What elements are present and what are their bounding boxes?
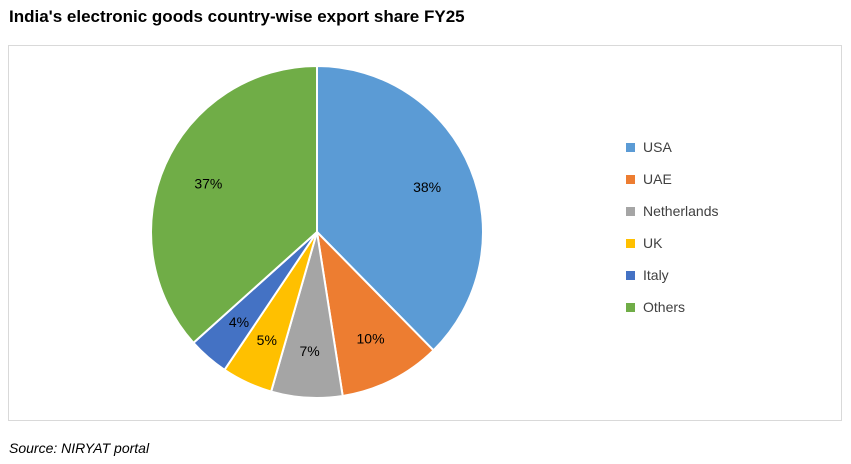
chart-title: India's electronic goods country-wise ex… [9, 7, 465, 26]
legend-swatch [626, 270, 635, 280]
data-label-others: 37% [194, 175, 222, 191]
legend-label: Others [643, 299, 686, 315]
legend-label: Italy [643, 267, 669, 283]
legend-item-netherlands: Netherlands [626, 195, 719, 227]
data-label-uae: 10% [357, 330, 385, 346]
data-label-italy: 4% [229, 314, 249, 330]
legend-swatch [626, 174, 635, 184]
legend-label: UK [643, 235, 663, 251]
legend: USA UAE Netherlands UK Italy Others [626, 131, 719, 323]
pie-slice-usa [316, 65, 484, 352]
legend-item-others: Others [626, 291, 719, 323]
pie-slice-others [150, 65, 318, 344]
legend-item-uae: UAE [626, 163, 719, 195]
pie-slices [150, 65, 484, 399]
pie-data-labels: 38% 10% 7% 5% 4% 37% [194, 175, 441, 358]
legend-swatch [626, 302, 635, 312]
legend-label: UAE [643, 171, 672, 187]
legend-swatch [626, 238, 635, 248]
pie-slice-uae [316, 231, 435, 397]
data-label-uk: 5% [257, 332, 277, 348]
legend-item-usa: USA [626, 131, 719, 163]
data-label-netherlands: 7% [299, 343, 319, 359]
source-note: Source: NIRYAT portal [9, 440, 150, 456]
legend-item-italy: Italy [626, 259, 719, 291]
data-label-usa: 38% [413, 179, 441, 195]
legend-swatch [626, 142, 635, 152]
legend-label: USA [643, 139, 672, 155]
legend-item-uk: UK [626, 227, 719, 259]
legend-swatch [626, 206, 635, 216]
legend-label: Netherlands [643, 203, 719, 219]
